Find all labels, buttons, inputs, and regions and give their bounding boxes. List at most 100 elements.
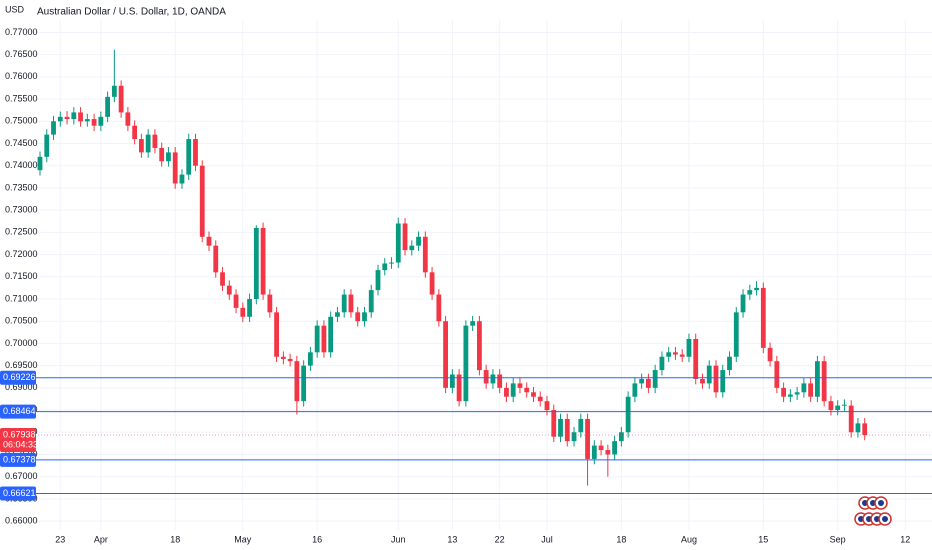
candle-body — [504, 387, 509, 397]
y-tick-label: 0.75500 — [5, 93, 38, 103]
candle-body — [477, 321, 482, 371]
candle-body — [591, 445, 597, 459]
candle-body — [618, 432, 624, 442]
candle-body — [111, 85, 117, 97]
candle-body — [524, 387, 530, 393]
candle-body — [328, 316, 334, 353]
candle-body — [490, 374, 496, 384]
candle-body — [449, 374, 455, 388]
x-tick-label: 23 — [55, 534, 65, 544]
x-tick-label: 22 — [495, 534, 505, 544]
countdown: 06:04:33 — [3, 439, 38, 449]
candle-body — [362, 312, 367, 322]
candle-body — [747, 290, 753, 295]
y-axis-unit: USD — [5, 4, 25, 14]
candle-body — [862, 423, 868, 436]
y-tick-label: 0.76000 — [5, 71, 38, 81]
candle-body — [375, 270, 381, 291]
price-label-box — [0, 452, 36, 467]
candle-body — [510, 383, 516, 397]
y-tick-label: 0.69500 — [5, 360, 38, 370]
candle-body — [700, 378, 705, 384]
candle-body — [828, 401, 834, 411]
y-tick-label: 0.69000 — [5, 382, 38, 392]
candle-body — [531, 392, 536, 397]
candle-body — [389, 262, 394, 264]
candle-body — [767, 347, 773, 362]
y-tick-label: 0.72500 — [5, 227, 38, 237]
candle-body — [551, 410, 557, 437]
y-tick-label: 0.76500 — [5, 49, 38, 59]
candle-body — [409, 245, 415, 251]
candle-body — [64, 116, 70, 120]
candle-body — [186, 139, 192, 175]
x-tick-label: Aug — [681, 534, 697, 544]
candle-body — [308, 352, 313, 366]
candle-body — [842, 404, 847, 406]
candle-body — [125, 112, 131, 126]
candle-body — [287, 358, 293, 362]
y-tick-label: 0.66000 — [5, 515, 38, 525]
candle-body — [612, 441, 617, 455]
candle-body — [456, 374, 462, 402]
candle-body — [625, 396, 631, 433]
candle-body — [855, 423, 861, 433]
y-tick-label: 0.71500 — [5, 271, 38, 281]
candle-body — [193, 139, 198, 166]
candle-body — [402, 223, 408, 251]
candle-body — [740, 294, 746, 313]
y-tick-label: 0.71000 — [5, 293, 38, 303]
candle-body — [159, 147, 165, 162]
chart-title: Australian Dollar / U.S. Dollar, 1D, OAN… — [37, 7, 226, 18]
x-tick-label: 13 — [447, 534, 457, 544]
candle-body — [118, 85, 124, 113]
candle-body — [821, 361, 827, 402]
price-label: 0.67378 — [3, 454, 36, 464]
candle-body — [294, 361, 300, 402]
candle-body — [301, 365, 307, 402]
candle-body — [199, 165, 205, 237]
candle-body — [416, 236, 421, 246]
candle-body — [443, 321, 448, 388]
candle-body — [429, 272, 435, 295]
candle-body — [517, 383, 523, 388]
candle-body — [84, 119, 90, 122]
x-tick-label: May — [234, 534, 252, 544]
last-price-label: 0.67938 — [3, 429, 36, 439]
candle-body — [754, 287, 759, 291]
candle-body — [355, 312, 361, 322]
candle-body — [463, 325, 469, 402]
candle-body — [179, 174, 185, 184]
candle-body — [578, 418, 584, 433]
last-price-box — [0, 428, 36, 453]
y-tick-label: 0.75000 — [5, 116, 38, 126]
candle-body — [422, 236, 428, 273]
candle-body — [314, 325, 320, 353]
candle-body — [815, 361, 820, 397]
candle-body — [280, 356, 286, 359]
candle-body — [206, 236, 212, 246]
candle-body — [91, 119, 97, 126]
candle-body — [666, 352, 672, 357]
candle-body — [693, 338, 699, 379]
candle-body — [71, 112, 77, 120]
price-label-box — [0, 486, 36, 501]
candle-body — [760, 287, 766, 348]
candle-body — [233, 294, 239, 308]
y-tick-label: 0.70500 — [5, 316, 38, 326]
candle-body — [497, 374, 503, 388]
candle-body — [44, 134, 50, 157]
candle-body — [335, 312, 340, 317]
candle-body — [341, 294, 347, 313]
candle-body — [139, 139, 144, 153]
candle-body — [267, 294, 273, 313]
candle-body — [537, 396, 543, 402]
candle-body — [172, 152, 178, 184]
candle-body — [720, 370, 726, 393]
candle-body — [368, 290, 374, 313]
candle-body — [794, 392, 800, 395]
y-tick-label: 0.73500 — [5, 182, 38, 192]
price-label-box — [0, 404, 36, 419]
candle-body — [781, 387, 786, 397]
candle-body — [220, 272, 225, 286]
